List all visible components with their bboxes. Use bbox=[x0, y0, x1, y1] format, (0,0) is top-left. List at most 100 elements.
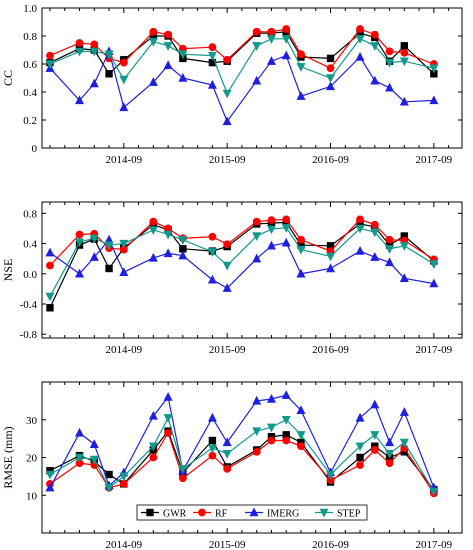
data-point-step bbox=[385, 58, 395, 68]
data-point-imerg bbox=[355, 51, 365, 61]
data-point-step bbox=[266, 225, 276, 235]
data-point-imerg bbox=[281, 50, 291, 60]
x-tick-label: 2017-09 bbox=[416, 344, 453, 356]
data-point-step bbox=[370, 42, 380, 51]
y-tick-label: 0.2 bbox=[23, 115, 37, 127]
x-tick-label: 2015-09 bbox=[209, 539, 246, 550]
legend-label-gwr: GWR bbox=[163, 509, 187, 520]
data-point-gwr bbox=[356, 453, 364, 462]
y-tick-label: 1.0 bbox=[23, 3, 37, 15]
data-point-imerg bbox=[163, 248, 173, 258]
data-point-step bbox=[148, 442, 158, 452]
data-point-step bbox=[163, 230, 173, 240]
data-point-step bbox=[163, 42, 173, 51]
data-point-step bbox=[178, 465, 188, 474]
plot-frame bbox=[41, 201, 463, 339]
series-imerg bbox=[45, 46, 439, 126]
data-point-rf bbox=[149, 217, 158, 226]
data-point-step bbox=[207, 51, 217, 61]
x-tick-label: 2017-09 bbox=[416, 539, 453, 550]
data-point-imerg bbox=[222, 437, 232, 447]
data-point-rf bbox=[297, 235, 305, 244]
legend-label-imerg: IMERG bbox=[267, 509, 299, 520]
data-point-step bbox=[207, 444, 217, 454]
data-point-gwr bbox=[208, 436, 217, 445]
data-point-rf bbox=[356, 461, 364, 469]
data-point-step bbox=[252, 427, 262, 437]
data-point-imerg bbox=[148, 410, 158, 420]
y-tick-label: -0.8 bbox=[20, 329, 38, 341]
data-point-rf bbox=[370, 30, 379, 39]
chart-panel-3: 10 20 30 RMSE (mm) 2014-09 2015-09 2016-09 2017… bbox=[1, 381, 463, 550]
data-point-rf bbox=[223, 464, 232, 473]
data-point-step bbox=[296, 245, 306, 255]
data-point-imerg bbox=[281, 390, 291, 399]
data-point-rf bbox=[46, 51, 54, 60]
x-tick-label: 2015-09 bbox=[209, 154, 246, 166]
x-tick-label: 2016-09 bbox=[312, 539, 349, 550]
data-point-imerg bbox=[326, 81, 336, 91]
data-point-imerg bbox=[296, 91, 306, 100]
data-point-step bbox=[281, 35, 291, 44]
data-point-step bbox=[89, 47, 99, 57]
data-point-imerg bbox=[399, 273, 409, 283]
data-point-rf bbox=[267, 216, 276, 225]
data-point-step bbox=[385, 450, 395, 459]
data-point-gwr bbox=[105, 264, 113, 273]
data-point-step bbox=[222, 261, 232, 271]
data-point-imerg bbox=[326, 263, 336, 273]
data-point-rf bbox=[297, 50, 305, 59]
series-imerg bbox=[45, 234, 439, 292]
data-point-rf bbox=[75, 39, 84, 47]
data-point-imerg bbox=[252, 395, 262, 405]
data-point-step bbox=[119, 75, 129, 85]
legend-label-rf: RF bbox=[215, 509, 228, 520]
data-point-imerg bbox=[163, 60, 173, 70]
data-point-imerg bbox=[296, 268, 306, 278]
data-point-step bbox=[326, 74, 336, 84]
data-point-step bbox=[75, 453, 85, 463]
y-tick-label: 0.4 bbox=[23, 87, 37, 99]
data-point-imerg bbox=[178, 72, 188, 82]
data-point-rf bbox=[385, 235, 394, 244]
data-point-step bbox=[326, 252, 336, 262]
data-point-step bbox=[178, 236, 188, 245]
data-point-rf bbox=[90, 40, 99, 49]
data-point-imerg bbox=[45, 247, 55, 257]
data-point-rf bbox=[356, 215, 364, 224]
y-tick-label: 30 bbox=[26, 415, 38, 427]
legend-marker-step bbox=[319, 508, 329, 518]
data-point-rf bbox=[252, 27, 261, 36]
data-point-step bbox=[370, 431, 380, 440]
data-point-step bbox=[281, 223, 291, 233]
series-rf bbox=[46, 215, 438, 270]
data-point-imerg bbox=[207, 274, 217, 284]
data-point-step bbox=[148, 37, 158, 47]
x-tick-label: 2014-09 bbox=[105, 154, 142, 166]
data-point-rf bbox=[149, 27, 158, 36]
data-point-imerg bbox=[222, 116, 232, 126]
y-tick-label: 20 bbox=[26, 453, 38, 465]
data-point-imerg bbox=[281, 237, 291, 247]
data-point-step bbox=[222, 450, 232, 459]
data-point-imerg bbox=[178, 250, 188, 260]
data-point-gwr bbox=[105, 70, 113, 78]
data-point-imerg bbox=[207, 412, 217, 422]
data-point-step bbox=[75, 238, 85, 248]
data-point-step bbox=[252, 232, 262, 242]
data-point-imerg bbox=[266, 393, 276, 403]
data-point-imerg bbox=[370, 252, 380, 261]
data-point-rf bbox=[385, 459, 394, 468]
data-point-step bbox=[222, 89, 232, 99]
data-point-imerg bbox=[45, 482, 55, 492]
data-point-imerg bbox=[119, 102, 129, 112]
data-point-rf bbox=[46, 261, 54, 270]
x-tick-label: 2014-09 bbox=[105, 344, 142, 356]
data-point-rf bbox=[267, 27, 276, 36]
data-point-imerg bbox=[163, 392, 173, 401]
data-point-step bbox=[45, 60, 55, 70]
data-point-imerg bbox=[399, 96, 409, 106]
data-point-rf bbox=[208, 232, 217, 241]
data-point-imerg bbox=[370, 75, 380, 85]
data-point-step bbox=[75, 47, 85, 57]
